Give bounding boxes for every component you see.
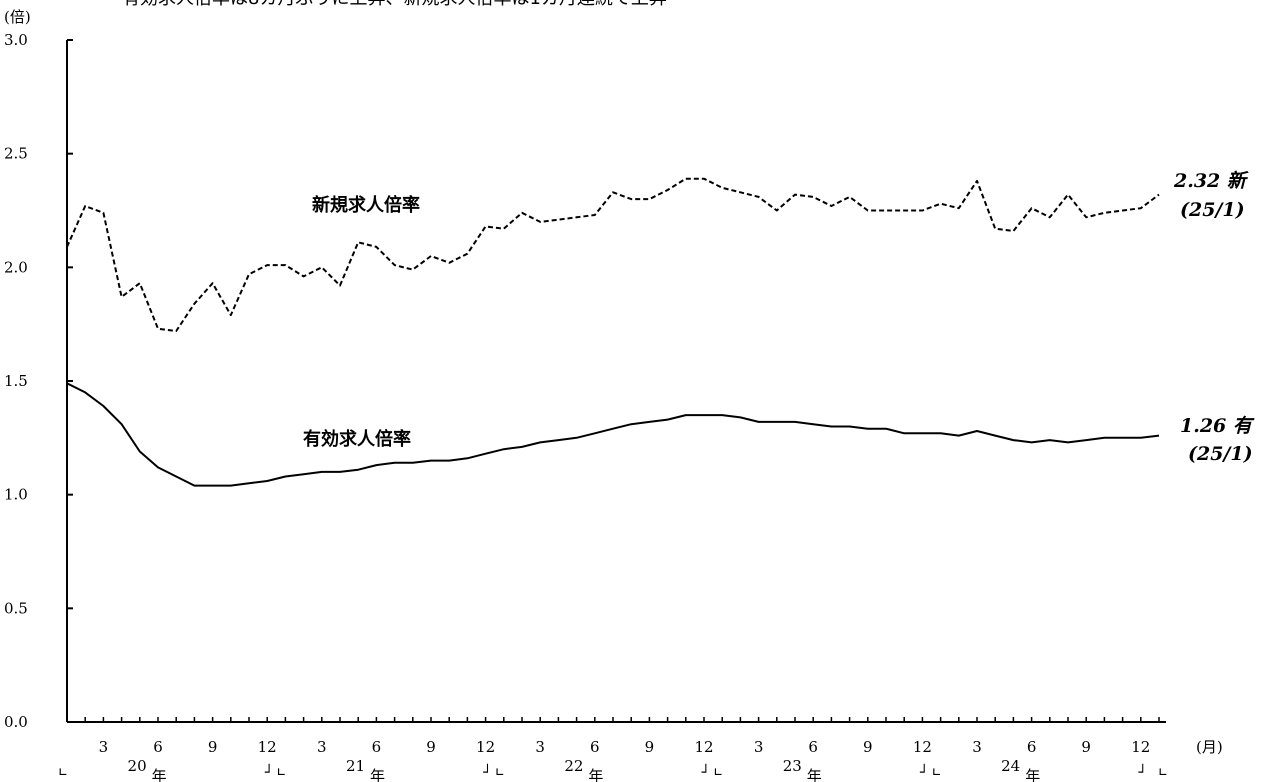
series-label-new-openings: 新規求人倍率 (312, 194, 420, 216)
y-axis-unit: (倍) (4, 8, 31, 26)
x-year-kanji: 年 (152, 767, 167, 782)
x-month-label: 9 (208, 738, 218, 756)
x-month-label: 3 (754, 738, 764, 756)
series-line-new-openings (66, 177, 1160, 332)
x-month-label: 12 (913, 738, 932, 756)
x-month-label: 9 (863, 738, 873, 756)
end-date-active-openings: (25/1) (1188, 443, 1253, 465)
end-date-new-openings: (25/1) (1180, 199, 1245, 221)
y-axis-ticks: 0.0 0.5 1.0 1.5 2.0 2.5 3.0 (4, 31, 73, 731)
x-month-label: 3 (535, 738, 545, 756)
x-month-label: 3 (972, 738, 982, 756)
x-year-kanji: 年 (807, 767, 822, 782)
x-year-label: 22 (564, 757, 583, 775)
x-month-label: 6 (808, 738, 818, 756)
x-month-label: 9 (645, 738, 655, 756)
x-month-label: 6 (1027, 738, 1037, 756)
y-tick-label: 3.0 (4, 31, 28, 49)
x-month-label: 3 (99, 738, 109, 756)
x-month-label: 12 (694, 738, 713, 756)
x-year-bracket-right: ┘ (1139, 764, 1147, 781)
x-month-label: 12 (1131, 738, 1150, 756)
x-year-bracket-left: ∟ (59, 765, 67, 781)
y-tick-label: 0.5 (4, 599, 28, 617)
x-month-label: 9 (426, 738, 436, 756)
x-month-label: 9 (1081, 738, 1091, 756)
chart-title: 有効求人倍率は8カ月ぶりに上昇、新規求人倍率は1カ月連続で上昇 (122, 0, 667, 9)
x-year-bracket-right: ┘ (483, 764, 491, 781)
x-year-bracket-left: ∟ (277, 765, 285, 781)
x-year-kanji: 年 (1025, 767, 1040, 782)
x-month-label: 12 (258, 738, 277, 756)
end-label-new-openings: 2.32 新 (1173, 170, 1249, 192)
x-year-label: 21 (346, 757, 365, 775)
x-month-label: 6 (153, 738, 163, 756)
x-year-bracket-left: ∟ (714, 765, 722, 781)
x-month-label: 6 (372, 738, 382, 756)
x-year-label: 23 (783, 757, 802, 775)
x-year-label: 20 (128, 757, 147, 775)
x-year-bracket-right: ┘ (265, 764, 273, 781)
end-label-active-openings: 1.26 有 (1180, 415, 1255, 437)
x-year-kanji: 年 (370, 767, 385, 782)
series-lines (66, 177, 1160, 487)
x-year-bracket-left: ∟ (496, 765, 504, 781)
series-line-active-openings (66, 382, 1160, 487)
x-year-bracket-left: ∟ (932, 765, 940, 781)
y-tick-label: 2.5 (4, 145, 28, 163)
y-tick-label: 2.0 (4, 258, 28, 276)
x-year-bracket-right: ┘ (702, 764, 710, 781)
x-year-label: 24 (1001, 757, 1020, 775)
x-month-label: 6 (590, 738, 600, 756)
x-axis-unit: (月) (1196, 738, 1223, 756)
x-year-bracket-left: ∟ (1159, 765, 1167, 781)
x-year-kanji: 年 (588, 767, 603, 782)
y-tick-label: 1.0 (4, 486, 28, 504)
series-label-active-openings: 有効求人倍率 (303, 428, 411, 450)
y-tick-label: 1.5 (4, 372, 28, 390)
x-month-label: 3 (317, 738, 327, 756)
x-month-label: 12 (476, 738, 495, 756)
y-tick-label: 0.0 (4, 713, 28, 731)
x-year-bracket-right: ┘ (920, 764, 928, 781)
